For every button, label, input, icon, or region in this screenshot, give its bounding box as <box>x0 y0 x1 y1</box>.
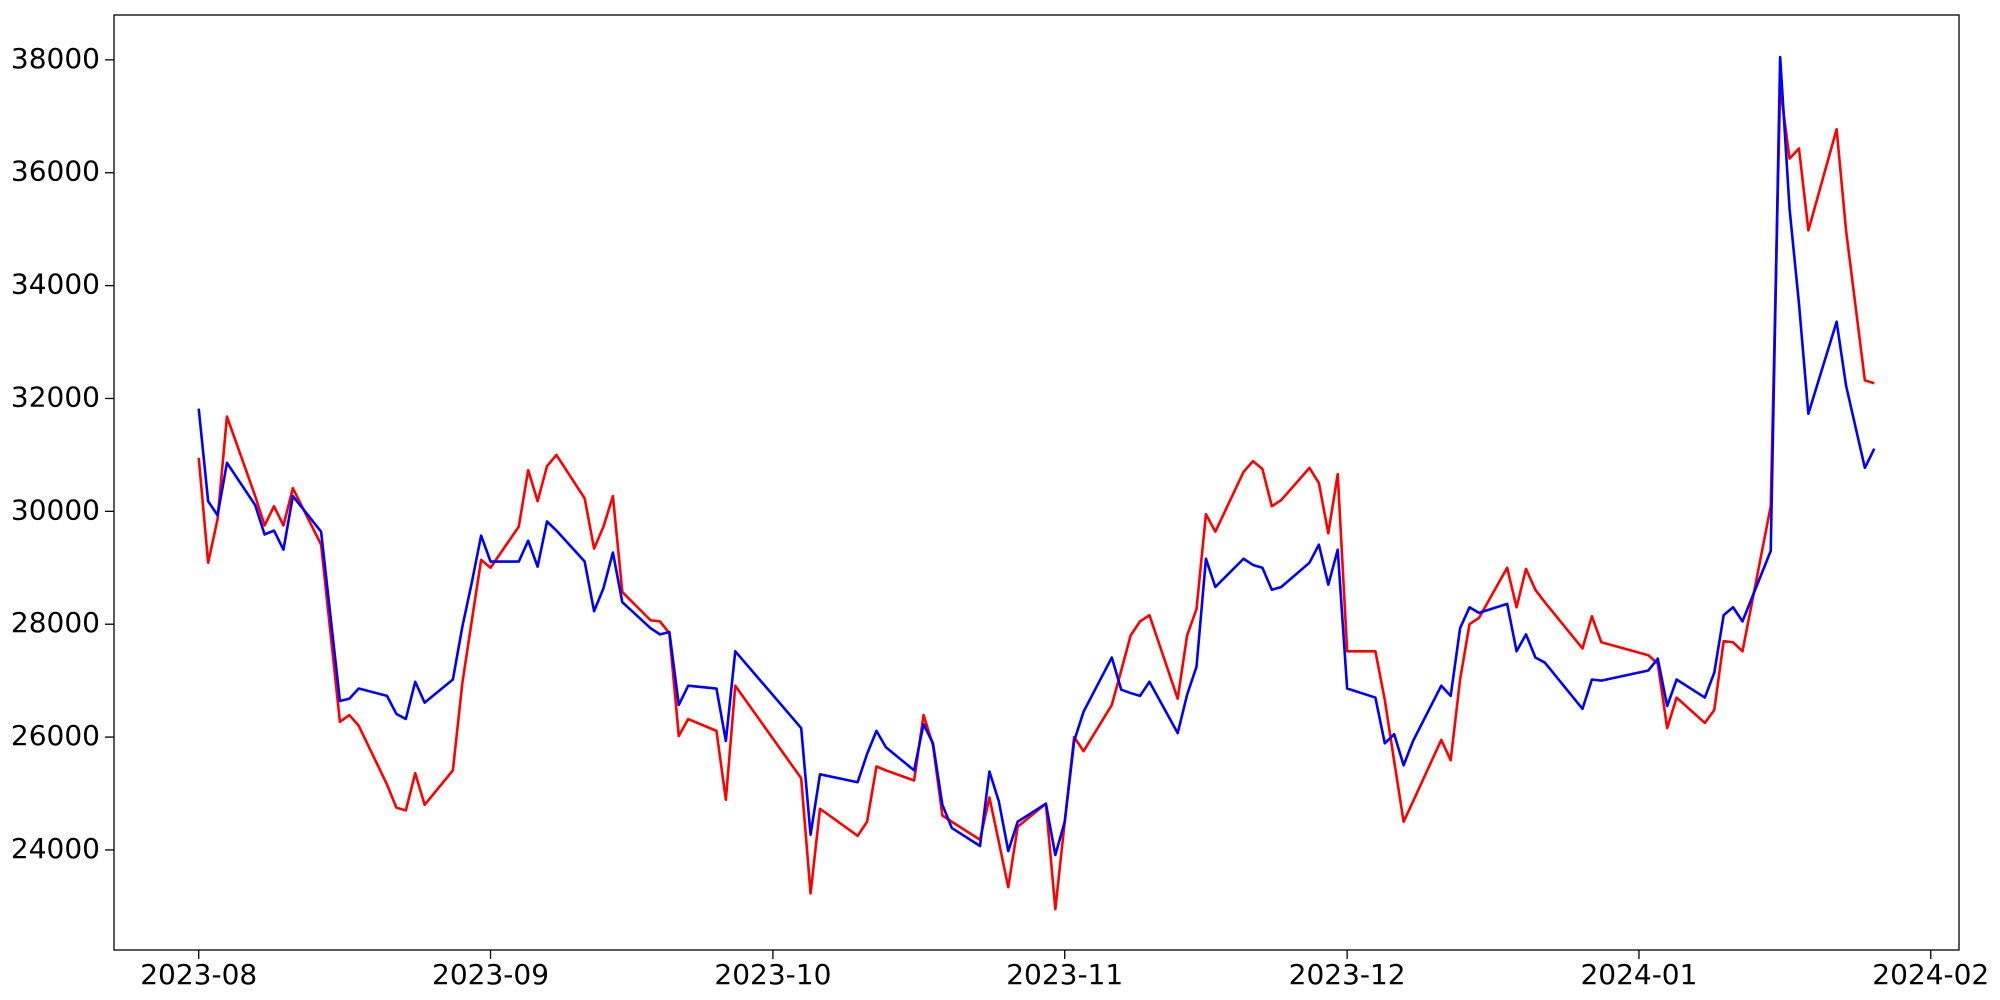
y-tick-label: 28000 <box>11 606 100 639</box>
plot-frame <box>113 14 1960 951</box>
y-tick-label: 30000 <box>11 493 100 526</box>
x-tick-label: 2023-12 <box>1289 958 1406 991</box>
data-line <box>197 85 1875 911</box>
y-tick-label: 32000 <box>11 380 100 413</box>
x-tick-label: 2024-02 <box>1872 958 1989 991</box>
data-line <box>197 55 1876 857</box>
y-tick-label: 34000 <box>11 268 100 301</box>
x-tick-label: 2023-08 <box>140 958 257 991</box>
y-tick-label: 36000 <box>11 155 100 188</box>
y-tick-label: 24000 <box>11 832 100 865</box>
x-tick-label: 2024-01 <box>1580 958 1697 991</box>
x-tick-label: 2023-11 <box>1006 958 1123 991</box>
x-tick-label: 2023-10 <box>714 958 831 991</box>
y-tick-label: 38000 <box>11 42 100 75</box>
x-tick-label: 2023-09 <box>432 958 549 991</box>
y-tick-label: 26000 <box>11 719 100 752</box>
